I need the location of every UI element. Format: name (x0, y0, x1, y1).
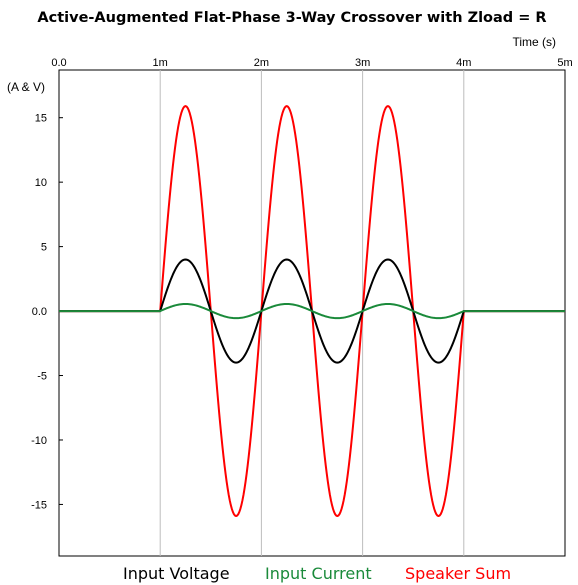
y-tick-label: -10 (31, 435, 47, 447)
x-tick-label: 2m (254, 57, 269, 69)
legend-item-input-voltage: Input Voltage (123, 564, 230, 583)
y-tick-label: -15 (31, 499, 47, 511)
x-tick-label: 3m (355, 57, 370, 69)
plot-frame (58, 69, 566, 557)
x-tick-label: 1m (153, 57, 168, 69)
x-axis-label: Time (s) (512, 35, 556, 49)
y-ticks: 15 10 5 0.0 -5 -10 -15 (31, 113, 63, 511)
legend-item-input-current: Input Current (265, 564, 372, 583)
legend: Input Voltage Input Current Speaker Sum (123, 564, 511, 583)
chart-title: Active-Augmented Flat-Phase 3-Way Crosso… (37, 10, 546, 26)
x-tick-label: 0.0 (51, 57, 66, 69)
x-tick-label: 4m (456, 57, 471, 69)
y-tick-label: 10 (35, 177, 47, 189)
series-line-input-current (59, 302, 565, 320)
y-tick-label: 15 (35, 113, 47, 125)
x-ticks: 0.0 1m 2m 3m 4m 5m (51, 57, 572, 69)
y-tick-label: -5 (37, 371, 47, 383)
y-tick-label: 0.0 (32, 306, 47, 318)
series-lines (59, 105, 565, 518)
x-tick-label: 5m (557, 57, 572, 69)
y-axis-label: (A & V) (7, 80, 45, 94)
legend-item-speaker-sum: Speaker Sum (405, 564, 511, 583)
y-tick-label: 5 (41, 242, 47, 254)
